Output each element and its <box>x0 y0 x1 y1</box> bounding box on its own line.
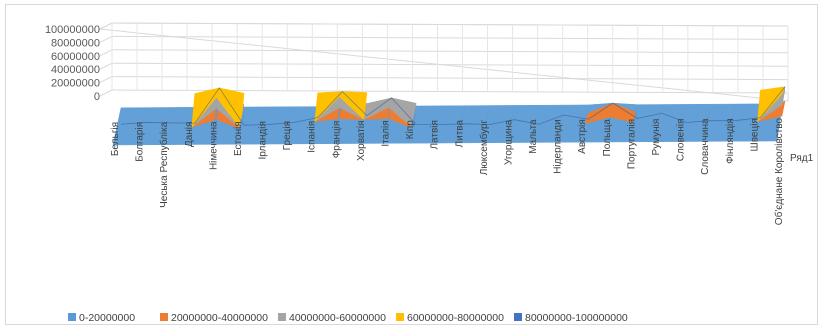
category-label: Греція <box>282 121 293 150</box>
legend-item: 80000000-100000000 <box>514 312 628 324</box>
legend-swatch <box>68 313 76 321</box>
category-label: Італія <box>381 120 392 146</box>
legend-item: 40000000-60000000 <box>278 312 386 324</box>
legend-item: 60000000-80000000 <box>396 312 504 324</box>
category-label: Фінляндія <box>725 118 736 164</box>
category-label: Данія <box>184 122 195 148</box>
category-label: Румунія <box>651 119 662 156</box>
category-label: Німеччина <box>208 121 219 170</box>
chart-area <box>5 4 818 325</box>
category-label: Ірландія <box>258 121 269 159</box>
y-tick-label: 60000000 <box>51 51 100 63</box>
category-label: Естонія <box>233 121 244 156</box>
surface-band-4-segment-5 <box>216 87 245 130</box>
gridline <box>111 49 789 54</box>
category-label: Латвія <box>430 120 441 149</box>
legend-label: 20000000-40000000 <box>171 312 268 324</box>
series-axis-label: Ряд1 <box>790 153 814 164</box>
category-label: Хорватія <box>356 121 367 161</box>
legend-label: 0-20000000 <box>79 312 135 324</box>
side-gridline <box>99 49 113 57</box>
category-label: Австрія <box>577 119 588 154</box>
surface-band-3-segment-12 <box>388 97 417 129</box>
side-gridline <box>99 89 113 97</box>
side-gridline <box>99 35 113 43</box>
category-label: Об'єднане Королівство <box>773 118 785 226</box>
back-wall <box>98 22 789 102</box>
y-tick-label: 0 <box>94 91 100 103</box>
gridline <box>111 76 789 81</box>
legend-item: 20000000-40000000 <box>160 312 268 324</box>
category-label: Словенія <box>676 119 687 162</box>
category-label: Словаччина <box>700 118 711 175</box>
side-gridline <box>99 76 113 84</box>
category-label: Франція <box>331 121 342 159</box>
category-label: Угорщина <box>503 119 514 165</box>
side-gridline <box>99 62 113 70</box>
legend-label: 60000000-80000000 <box>407 312 504 324</box>
legend-swatch <box>514 313 522 321</box>
category-label: Бельгія <box>110 122 121 156</box>
legend-item: 0-20000000 <box>68 312 135 324</box>
category-label: Литва <box>454 119 465 147</box>
gridline <box>111 35 789 40</box>
back-wall-grid <box>98 22 789 102</box>
category-label: Польща <box>602 119 613 157</box>
category-label: Чеська Республіка <box>158 121 170 208</box>
category-label: Болгарія <box>135 122 146 162</box>
legend-swatch <box>396 313 404 321</box>
category-label: Нідерланди <box>553 119 564 173</box>
y-tick-label: 100000000 <box>45 24 100 36</box>
category-label: Кіпр <box>405 120 416 139</box>
legend: 0-20000000 20000000-40000000 40000000-6000… <box>68 312 628 324</box>
legend-swatch <box>160 313 168 321</box>
category-label: Мальта <box>528 119 539 154</box>
category-label: Швеція <box>749 118 760 151</box>
gridline <box>111 22 789 27</box>
gridline <box>111 62 789 67</box>
y-tick-label: 80000000 <box>51 37 100 49</box>
category-axis: Бельгія Болгарія Чеська Республіка Данія Нім… <box>110 118 785 226</box>
legend-label: 80000000-100000000 <box>525 312 628 324</box>
side-gridline <box>99 22 113 30</box>
category-label: Португалія <box>626 119 637 169</box>
category-label: Люксембург <box>478 119 490 175</box>
surface-band-4-segment-10 <box>339 91 368 121</box>
y-tick-label: 40000000 <box>51 64 100 76</box>
category-label: Іспанія <box>307 121 318 153</box>
y-tick-label: 20000000 <box>51 78 100 90</box>
surface-plot <box>112 86 786 146</box>
surface-ridge <box>120 86 786 126</box>
legend-label: 40000000-60000000 <box>289 312 386 324</box>
legend-swatch <box>278 313 286 321</box>
